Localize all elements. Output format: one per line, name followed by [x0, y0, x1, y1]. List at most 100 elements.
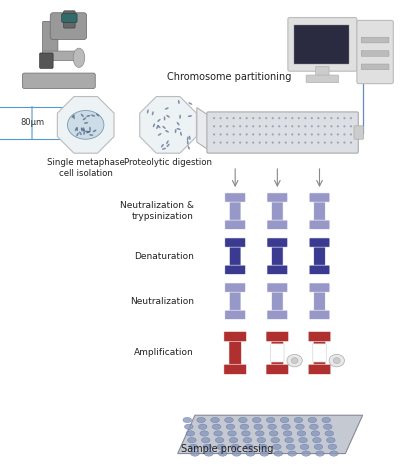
FancyBboxPatch shape — [272, 241, 283, 271]
Ellipse shape — [330, 451, 338, 456]
FancyBboxPatch shape — [225, 310, 246, 319]
Ellipse shape — [197, 417, 206, 423]
Ellipse shape — [238, 417, 247, 423]
Ellipse shape — [232, 133, 235, 135]
FancyBboxPatch shape — [267, 265, 288, 274]
Ellipse shape — [229, 438, 238, 443]
Ellipse shape — [180, 131, 182, 136]
Ellipse shape — [73, 48, 85, 67]
Ellipse shape — [304, 125, 306, 127]
Ellipse shape — [189, 136, 190, 140]
Ellipse shape — [239, 133, 241, 135]
Ellipse shape — [158, 133, 162, 136]
Ellipse shape — [226, 141, 228, 144]
Ellipse shape — [285, 117, 287, 119]
Ellipse shape — [272, 125, 274, 127]
Ellipse shape — [343, 117, 346, 119]
FancyBboxPatch shape — [272, 196, 283, 226]
Ellipse shape — [220, 141, 222, 144]
Ellipse shape — [202, 438, 210, 443]
Ellipse shape — [91, 114, 95, 117]
Polygon shape — [197, 108, 208, 150]
Ellipse shape — [322, 417, 330, 423]
Ellipse shape — [304, 141, 306, 144]
Text: Neutralization &
trypsinization: Neutralization & trypsinization — [120, 201, 194, 221]
Ellipse shape — [86, 131, 91, 133]
Ellipse shape — [311, 125, 313, 127]
Ellipse shape — [81, 128, 84, 131]
Text: Chromosome partitioning: Chromosome partitioning — [167, 72, 292, 82]
Text: Sample processing: Sample processing — [181, 444, 274, 454]
Ellipse shape — [83, 131, 85, 135]
Ellipse shape — [311, 133, 313, 135]
FancyBboxPatch shape — [309, 265, 330, 274]
Ellipse shape — [258, 444, 267, 449]
FancyBboxPatch shape — [271, 335, 284, 371]
Ellipse shape — [220, 133, 222, 135]
Ellipse shape — [68, 111, 104, 139]
Ellipse shape — [191, 451, 199, 456]
Ellipse shape — [314, 444, 323, 449]
FancyBboxPatch shape — [267, 310, 288, 319]
Ellipse shape — [311, 431, 320, 436]
Ellipse shape — [226, 125, 228, 127]
Ellipse shape — [272, 117, 274, 119]
Ellipse shape — [252, 117, 254, 119]
Ellipse shape — [232, 125, 235, 127]
Ellipse shape — [200, 431, 208, 436]
Ellipse shape — [213, 141, 215, 144]
Ellipse shape — [311, 117, 313, 119]
Ellipse shape — [246, 117, 248, 119]
Ellipse shape — [89, 127, 91, 131]
Polygon shape — [57, 96, 114, 153]
Ellipse shape — [317, 125, 320, 127]
Ellipse shape — [265, 117, 267, 119]
Ellipse shape — [93, 130, 96, 132]
Text: Amplification: Amplification — [134, 349, 194, 358]
Ellipse shape — [79, 131, 82, 135]
Ellipse shape — [343, 125, 346, 127]
Ellipse shape — [280, 417, 289, 423]
FancyBboxPatch shape — [361, 37, 389, 43]
Text: Single metaphase
cell isolation: Single metaphase cell isolation — [47, 158, 125, 178]
Ellipse shape — [272, 444, 281, 449]
Ellipse shape — [350, 141, 352, 144]
FancyBboxPatch shape — [230, 286, 241, 316]
Ellipse shape — [304, 117, 306, 119]
FancyBboxPatch shape — [267, 238, 288, 247]
Ellipse shape — [324, 125, 326, 127]
Ellipse shape — [232, 117, 235, 119]
FancyBboxPatch shape — [313, 335, 326, 371]
FancyBboxPatch shape — [313, 344, 326, 362]
Ellipse shape — [326, 438, 335, 443]
Ellipse shape — [285, 125, 287, 127]
Text: 80μm: 80μm — [20, 118, 45, 127]
Ellipse shape — [287, 354, 302, 367]
Ellipse shape — [288, 451, 296, 456]
Ellipse shape — [291, 125, 293, 127]
Ellipse shape — [337, 117, 339, 119]
Ellipse shape — [316, 451, 324, 456]
Polygon shape — [178, 415, 363, 454]
Ellipse shape — [337, 133, 339, 135]
Ellipse shape — [232, 141, 235, 144]
FancyBboxPatch shape — [267, 283, 288, 292]
Ellipse shape — [285, 141, 287, 144]
Ellipse shape — [215, 438, 224, 443]
Ellipse shape — [254, 424, 262, 429]
FancyBboxPatch shape — [294, 25, 349, 63]
Ellipse shape — [157, 125, 160, 128]
FancyBboxPatch shape — [64, 11, 75, 28]
Ellipse shape — [274, 451, 283, 456]
Ellipse shape — [83, 127, 85, 131]
Ellipse shape — [246, 125, 248, 127]
FancyBboxPatch shape — [225, 283, 246, 292]
Ellipse shape — [283, 431, 292, 436]
FancyBboxPatch shape — [316, 66, 329, 76]
Ellipse shape — [164, 116, 166, 121]
Ellipse shape — [259, 117, 261, 119]
Ellipse shape — [298, 117, 300, 119]
Ellipse shape — [298, 141, 300, 144]
Ellipse shape — [96, 114, 100, 116]
Ellipse shape — [161, 144, 164, 148]
